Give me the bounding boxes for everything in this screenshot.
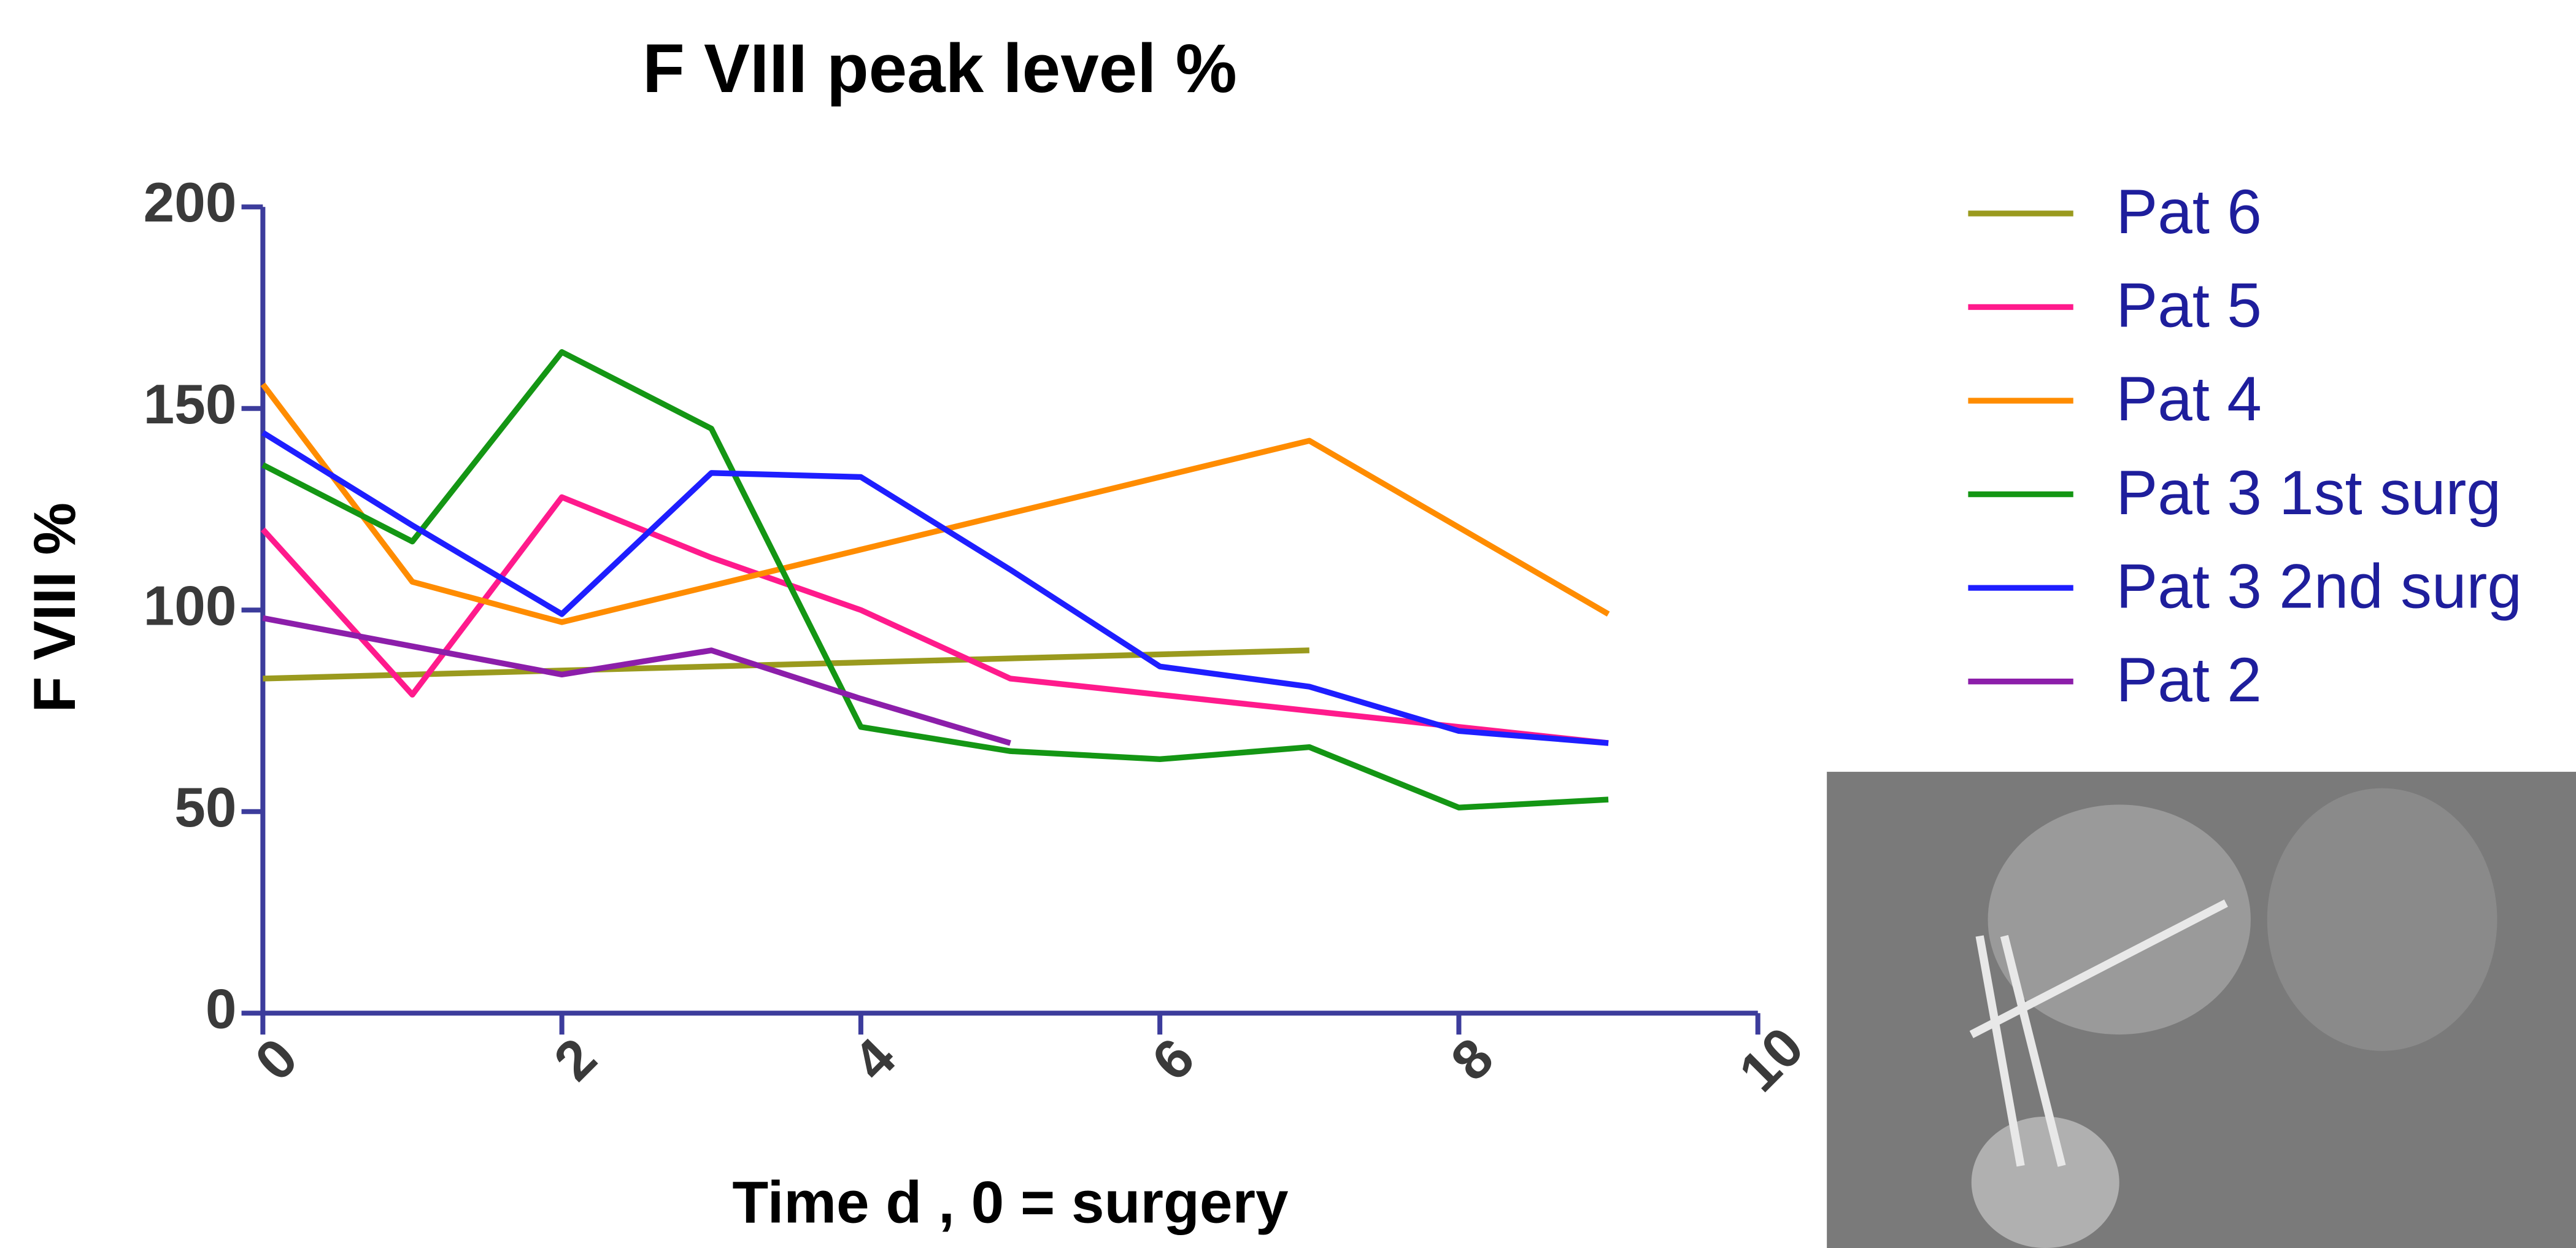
x-axis-title: Time d , 0 = surgery <box>732 1170 1289 1236</box>
y-tick-label: 150 <box>144 374 237 436</box>
legend-label: Pat 4 <box>2116 364 2262 434</box>
image-shape <box>1988 804 2251 1034</box>
legend-label: Pat 6 <box>2116 177 2262 247</box>
image-shape <box>1972 1117 2119 1248</box>
series-line <box>263 352 1608 807</box>
chart: F VIII peak level % Time d , 0 = surgery… <box>0 0 2576 1248</box>
y-tick-label: 100 <box>144 575 237 637</box>
x-tick-label: 6 <box>1141 1027 1206 1092</box>
legend-label: Pat 3 1st surg <box>2116 458 2501 528</box>
legend-label: Pat 3 2nd surg <box>2116 551 2522 621</box>
x-tick-label: 10 <box>1727 1016 1815 1104</box>
legend-label: Pat 2 <box>2116 645 2262 715</box>
chart-title: F VIII peak level % <box>642 29 1237 107</box>
y-tick-label: 200 <box>144 172 237 234</box>
page: {"chart_data": {"type": "line", "title":… <box>0 0 2576 1248</box>
series-line <box>263 618 1010 743</box>
xray-image <box>1827 772 2576 1248</box>
y-tick-label: 50 <box>174 777 236 839</box>
x-tick-label: 8 <box>1440 1027 1505 1092</box>
y-axis-title: F VIII % <box>22 503 88 713</box>
legend-label: Pat 5 <box>2116 271 2262 341</box>
y-tick-label: 0 <box>206 978 237 1040</box>
x-tick-label: 4 <box>841 1027 907 1092</box>
x-tick-label: 0 <box>244 1027 309 1092</box>
image-shape <box>2267 788 2497 1051</box>
series-line <box>263 384 1608 622</box>
x-tick-label: 2 <box>542 1027 608 1092</box>
